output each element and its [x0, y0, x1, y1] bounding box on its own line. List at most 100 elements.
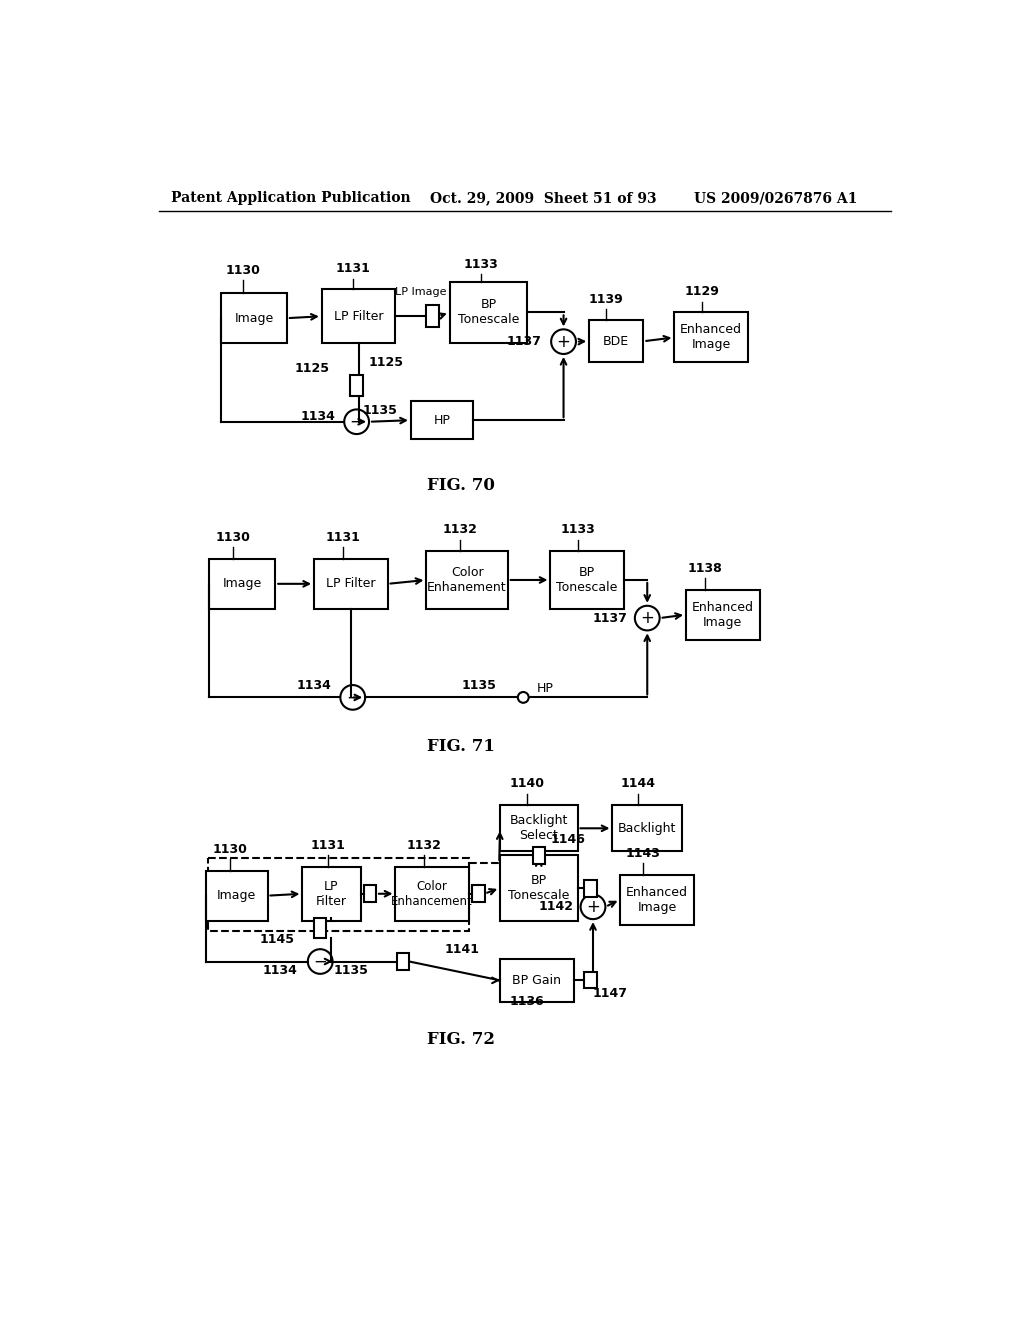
- Bar: [314, 919, 327, 939]
- Text: 1144: 1144: [621, 777, 655, 791]
- Bar: [350, 375, 362, 396]
- Bar: [550, 552, 624, 609]
- Text: FIG. 71: FIG. 71: [427, 738, 496, 755]
- Text: 1135: 1135: [461, 680, 496, 693]
- Bar: [500, 855, 578, 921]
- Text: 1137: 1137: [506, 335, 541, 348]
- Text: LP Filter: LP Filter: [326, 577, 376, 590]
- Circle shape: [308, 949, 333, 974]
- Text: 1147: 1147: [593, 987, 628, 1001]
- Text: 1146: 1146: [550, 833, 586, 846]
- Text: Enhanced
Image: Enhanced Image: [626, 886, 688, 913]
- Bar: [302, 867, 360, 921]
- Text: 1131: 1131: [310, 840, 345, 853]
- Circle shape: [635, 606, 659, 631]
- Text: FIG. 70: FIG. 70: [427, 477, 496, 494]
- Text: −: −: [349, 413, 364, 430]
- Text: 1125: 1125: [369, 356, 403, 370]
- Text: +: +: [640, 609, 654, 627]
- Bar: [221, 293, 287, 343]
- Text: 1125: 1125: [295, 363, 330, 375]
- Text: BP Gain: BP Gain: [512, 974, 561, 987]
- Text: −: −: [313, 953, 327, 970]
- Bar: [500, 960, 573, 1002]
- Text: Backlight
Select: Backlight Select: [510, 814, 568, 842]
- Bar: [621, 874, 693, 924]
- Text: Image: Image: [217, 890, 256, 902]
- Text: 1131: 1131: [326, 531, 360, 544]
- Text: 1130: 1130: [225, 264, 260, 277]
- Text: 1133: 1133: [463, 257, 498, 271]
- Text: Color
Enhanement: Color Enhanement: [427, 566, 507, 594]
- Bar: [426, 305, 438, 327]
- Text: 1132: 1132: [407, 840, 441, 853]
- Bar: [675, 313, 748, 363]
- Text: 1131: 1131: [335, 263, 371, 276]
- Text: 1140: 1140: [510, 777, 545, 791]
- Bar: [314, 558, 388, 609]
- Text: −: −: [346, 689, 359, 706]
- Circle shape: [344, 409, 369, 434]
- Text: BP
Tonescale: BP Tonescale: [458, 298, 519, 326]
- Bar: [364, 886, 376, 903]
- Text: HP: HP: [538, 681, 554, 694]
- Text: +: +: [557, 333, 570, 351]
- Circle shape: [581, 895, 605, 919]
- Text: 1134: 1134: [301, 409, 336, 422]
- Text: 1139: 1139: [589, 293, 624, 306]
- Text: Image: Image: [222, 577, 262, 590]
- Text: 1137: 1137: [593, 611, 628, 624]
- Text: HP: HP: [433, 413, 451, 426]
- Text: 1133: 1133: [560, 524, 595, 536]
- Circle shape: [551, 330, 575, 354]
- Text: 1129: 1129: [684, 285, 719, 298]
- Bar: [500, 805, 578, 851]
- Text: LP Image: LP Image: [395, 286, 446, 297]
- Text: 1136: 1136: [510, 995, 545, 1008]
- Text: 1132: 1132: [442, 524, 477, 536]
- Text: Patent Application Publication: Patent Application Publication: [171, 191, 411, 206]
- Text: 1141: 1141: [444, 942, 479, 956]
- Text: 1135: 1135: [334, 964, 369, 977]
- Bar: [585, 880, 597, 896]
- Text: Oct. 29, 2009  Sheet 51 of 93: Oct. 29, 2009 Sheet 51 of 93: [430, 191, 656, 206]
- Bar: [472, 886, 484, 903]
- Text: Image: Image: [234, 312, 273, 325]
- Bar: [426, 552, 508, 609]
- Text: LP
Filter: LP Filter: [316, 879, 347, 908]
- Text: BDE: BDE: [603, 335, 630, 347]
- Bar: [322, 289, 395, 343]
- Text: FIG. 72: FIG. 72: [427, 1031, 496, 1048]
- Text: 1138: 1138: [688, 562, 723, 576]
- Bar: [208, 858, 469, 931]
- Text: LP Filter: LP Filter: [334, 310, 383, 323]
- Text: Enhanced
Image: Enhanced Image: [680, 323, 742, 351]
- Bar: [209, 558, 275, 609]
- Bar: [206, 871, 267, 921]
- Bar: [532, 847, 545, 863]
- Text: 1143: 1143: [626, 847, 660, 859]
- Text: Backlight: Backlight: [618, 822, 677, 834]
- Bar: [411, 401, 473, 440]
- Text: 1130: 1130: [213, 843, 248, 855]
- Text: Enhanced
Image: Enhanced Image: [692, 601, 754, 628]
- Bar: [589, 321, 643, 363]
- Bar: [395, 867, 469, 921]
- Text: BP
Tonescale: BP Tonescale: [508, 874, 569, 902]
- Bar: [612, 805, 682, 851]
- Text: US 2009/0267876 A1: US 2009/0267876 A1: [693, 191, 857, 206]
- Text: +: +: [586, 898, 600, 916]
- Text: 1145: 1145: [260, 933, 295, 946]
- Bar: [397, 953, 410, 970]
- Text: 1142: 1142: [539, 900, 573, 913]
- Text: Color
Enhancement: Color Enhancement: [391, 879, 473, 908]
- Circle shape: [518, 692, 528, 702]
- Bar: [686, 590, 760, 640]
- Text: 1130: 1130: [215, 531, 250, 544]
- Circle shape: [340, 685, 366, 710]
- Text: BP
Tonescale: BP Tonescale: [556, 566, 617, 594]
- Text: 1134: 1134: [297, 680, 332, 693]
- Bar: [585, 972, 597, 989]
- Text: 1134: 1134: [262, 964, 297, 977]
- Bar: [450, 281, 527, 343]
